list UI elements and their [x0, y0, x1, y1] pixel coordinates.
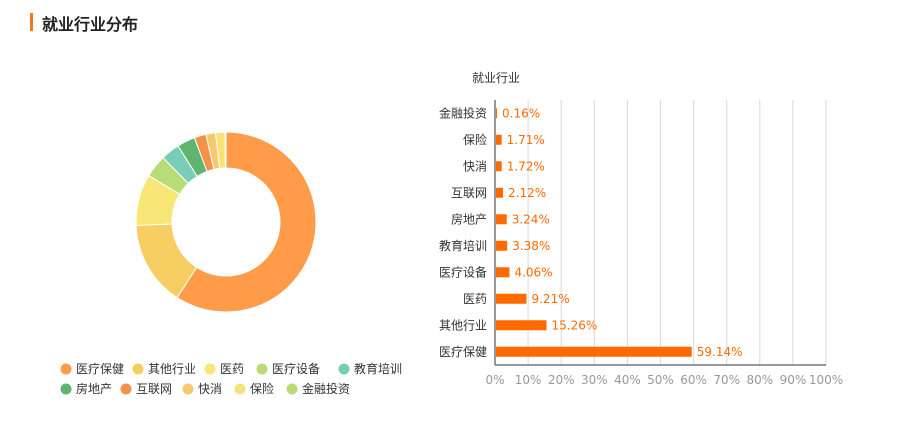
- donut-slice-0[interactable]: [176, 131, 317, 313]
- y-category-label-6: 医疗设备: [439, 265, 487, 279]
- legend-label-9[interactable]: 金融投资: [302, 381, 350, 396]
- bar-3[interactable]: [496, 187, 504, 198]
- legend-marker-1: [132, 363, 144, 375]
- legend-marker-0: [60, 363, 72, 375]
- legend-label-4[interactable]: 教育培训: [354, 361, 402, 376]
- x-tick-label-7: 70%: [713, 373, 740, 387]
- x-tick-label-8: 80%: [746, 373, 773, 387]
- bar-value-label-1: 1.71%: [507, 133, 545, 147]
- legend-marker-8: [234, 383, 246, 395]
- bar-0[interactable]: [496, 108, 497, 119]
- x-tick-label-9: 90%: [780, 373, 807, 387]
- bar-2[interactable]: [496, 161, 502, 172]
- legend-label-1[interactable]: 其他行业: [148, 362, 196, 376]
- y-category-label-8: 其他行业: [439, 318, 487, 332]
- bar-value-label-4: 3.24%: [512, 212, 550, 226]
- industry-bar-chart: 就业行业 0% 10% 20% 30% 40% 50% 60% 70% 80% 90% 100% 金融投…: [439, 71, 843, 387]
- bar-value-label-9: 59.14%: [697, 345, 743, 359]
- x-tick-label-6: 60%: [680, 373, 707, 387]
- bar-5[interactable]: [496, 240, 508, 251]
- x-tick-label-4: 40%: [614, 373, 641, 387]
- bar-value-label-3: 2.12%: [508, 186, 546, 200]
- legend-label-6[interactable]: 互联网: [136, 382, 172, 396]
- legend-marker-9: [286, 383, 298, 395]
- bar-value-label-2: 1.72%: [507, 159, 545, 173]
- legend-label-2[interactable]: 医药: [220, 362, 244, 376]
- x-tick-label-3: 30%: [581, 373, 608, 387]
- bar-1[interactable]: [496, 134, 502, 145]
- y-category-label-0: 金融投资: [439, 105, 487, 120]
- legend-label-3[interactable]: 医疗设备: [272, 362, 320, 376]
- x-tick-label-1: 10%: [515, 373, 542, 387]
- donut-slice-9[interactable]: [224, 131, 227, 169]
- x-tick-label-2: 20%: [548, 373, 575, 387]
- legend-label-8[interactable]: 保险: [250, 381, 274, 396]
- x-tick-label-10: 100%: [809, 373, 843, 387]
- x-tick-label-5: 50%: [647, 373, 674, 387]
- y-category-label-5: 教育培训: [439, 238, 487, 253]
- bar-value-label-8: 15.26%: [552, 318, 598, 332]
- bar-value-label-5: 3.38%: [512, 239, 550, 253]
- legend-marker-3: [256, 363, 268, 375]
- legend-marker-4: [338, 363, 350, 375]
- bar-7[interactable]: [496, 293, 527, 304]
- bar-value-label-6: 4.06%: [514, 265, 552, 279]
- y-category-label-4: 房地产: [451, 211, 487, 226]
- legend-label-5[interactable]: 房地产: [76, 381, 112, 396]
- section-title-accent: [30, 13, 33, 31]
- y-category-label-7: 医药: [463, 292, 487, 306]
- x-tick-label-0: 0%: [485, 373, 504, 387]
- bar-9[interactable]: [496, 346, 692, 357]
- legend-marker-5: [60, 383, 72, 395]
- section-title: 就业行业分布: [42, 15, 139, 34]
- bar-value-label-7: 9.21%: [531, 292, 569, 306]
- bar-value-label-0: 0.16%: [502, 106, 540, 120]
- bar-4[interactable]: [496, 214, 507, 225]
- legend-marker-6: [120, 383, 132, 395]
- y-category-label-3: 互联网: [451, 186, 487, 200]
- legend-marker-7: [182, 383, 194, 395]
- legend-label-7[interactable]: 快消: [198, 382, 222, 396]
- bar-8[interactable]: [496, 320, 547, 331]
- legend-marker-2: [204, 363, 216, 375]
- bar-chart-title: 就业行业: [472, 71, 520, 85]
- y-category-label-2: 快消: [463, 159, 487, 173]
- bar-6[interactable]: [496, 267, 510, 278]
- y-category-label-9: 医疗保健: [439, 345, 487, 359]
- y-category-label-1: 保险: [463, 132, 487, 147]
- legend-label-0[interactable]: 医疗保健: [76, 362, 124, 376]
